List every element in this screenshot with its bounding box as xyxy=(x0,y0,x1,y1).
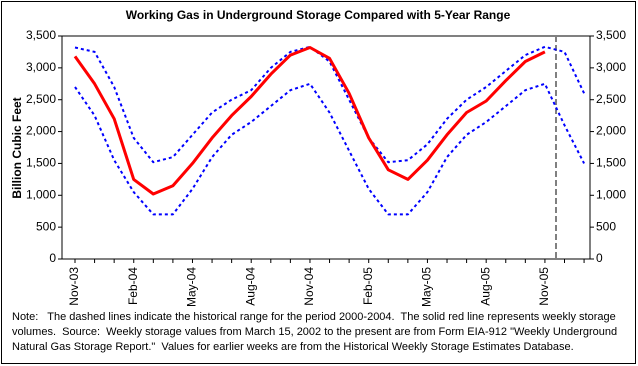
y2-tick-label: 2,000 xyxy=(596,124,626,138)
range-line xyxy=(74,82,585,216)
y-tick-label: 3,000 xyxy=(26,60,56,74)
storage-line xyxy=(73,46,546,196)
x-tick-label: Nov-05 xyxy=(537,267,551,306)
x-tick-label: Nov-03 xyxy=(67,267,81,306)
x-tick-label: Aug-04 xyxy=(243,267,257,306)
y-axis-label: Billion Cubic Feet xyxy=(10,97,24,198)
plot-area xyxy=(61,35,591,260)
range-line xyxy=(74,45,586,164)
note: Note: The dashed lines indicate the hist… xyxy=(12,311,621,353)
y2-tick-label: 1,000 xyxy=(596,187,626,201)
y2-tick-label: 0 xyxy=(596,251,603,265)
y-tick-label: 2,500 xyxy=(26,92,56,106)
chart-title: Working Gas in Underground Storage Compa… xyxy=(126,8,511,22)
x-tick-label: Nov-04 xyxy=(302,267,316,306)
x-tick-label: Aug-05 xyxy=(478,267,492,306)
y-tick-label: 1,000 xyxy=(26,187,56,201)
x-tick-label: Feb-04 xyxy=(126,267,140,305)
y-tick-label: 3,500 xyxy=(26,28,56,42)
y2-tick-label: 3,500 xyxy=(596,28,626,42)
x-tick-label: May-04 xyxy=(185,267,199,307)
y2-tick-label: 500 xyxy=(596,219,616,233)
y-tick-label: 2,000 xyxy=(26,124,56,138)
y2-tick-label: 3,000 xyxy=(596,60,626,74)
y-tick-label: 1,500 xyxy=(26,156,56,170)
y-tick-label: 0 xyxy=(49,251,56,265)
x-tick-label: May-05 xyxy=(420,267,434,307)
y2-tick-label: 1,500 xyxy=(596,156,626,170)
x-tick-label: Feb-05 xyxy=(361,267,375,305)
y-tick-label: 500 xyxy=(36,219,56,233)
y2-tick-label: 2,500 xyxy=(596,92,626,106)
